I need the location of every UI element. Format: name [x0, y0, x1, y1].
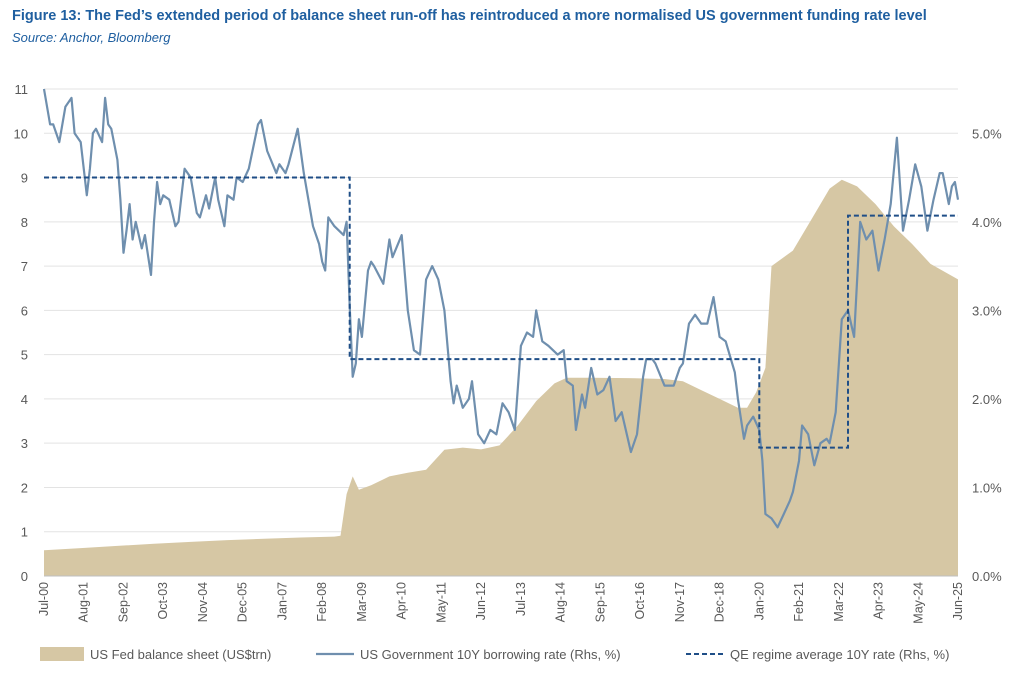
x-tick-label: Jan-07	[275, 582, 289, 620]
x-tick-label: Jul-00	[37, 582, 51, 616]
x-tick-label: Sep-02	[116, 582, 130, 622]
x-tick-label: Jun-12	[474, 582, 488, 620]
regime-line	[44, 176, 958, 449]
left-tick-label: 1	[21, 525, 28, 540]
rate-line-layer	[42, 88, 960, 529]
x-tick-label: Feb-08	[315, 582, 329, 622]
x-tick-label: Oct-03	[156, 582, 170, 620]
x-tick-label: Mar-09	[355, 582, 369, 622]
legend-swatch-balance-sheet	[40, 647, 84, 661]
rate-line	[42, 88, 960, 529]
legend-label-balance-sheet: US Fed balance sheet (US$trn)	[90, 647, 271, 662]
x-tick-label: Jun-25	[951, 582, 965, 620]
x-tick-label: Nov-04	[196, 582, 210, 622]
legend-label-regime: QE regime average 10Y rate (Rhs, %)	[730, 647, 949, 662]
x-tick-label: Jul-13	[514, 582, 528, 616]
left-tick-label: 0	[21, 569, 28, 584]
x-tick-label: Sep-15	[593, 582, 607, 622]
x-tick-label: Mar-22	[832, 582, 846, 622]
left-tick-label: 9	[21, 171, 28, 186]
balance-sheet-area-layer	[44, 179, 958, 577]
left-tick-label: 7	[21, 259, 28, 274]
x-tick-label: Oct-16	[633, 582, 647, 620]
left-tick-label: 3	[21, 436, 28, 451]
x-tick-label: Nov-17	[673, 582, 687, 622]
left-tick-label: 6	[21, 303, 28, 318]
left-tick-label: 4	[21, 392, 28, 407]
regime-line-layer	[44, 176, 958, 449]
x-tick-label: Dec-18	[713, 582, 727, 622]
x-tick-label: Aug-14	[554, 582, 568, 622]
right-tick-label: 5.0%	[972, 126, 1002, 141]
legend-label-rate: US Government 10Y borrowing rate (Rhs, %…	[360, 647, 621, 662]
right-tick-label: 0.0%	[972, 569, 1002, 584]
left-tick-label: 11	[15, 82, 29, 97]
left-axis-ticks: 0 1 2 3 4 5 6 7 8 9 10 11	[14, 82, 28, 584]
legend: US Fed balance sheet (US$trn) US Governme…	[40, 647, 949, 662]
x-tick-label: Jan-20	[752, 582, 766, 620]
x-tick-label: Apr-23	[872, 582, 886, 620]
left-tick-label: 8	[21, 215, 28, 230]
chart-title: Figure 13: The Fed’s extended period of …	[12, 8, 927, 24]
chart-source: Source: Anchor, Bloomberg	[12, 30, 171, 45]
right-tick-label: 2.0%	[972, 392, 1002, 407]
x-tick-label: Aug-01	[77, 582, 91, 622]
right-tick-label: 4.0%	[972, 215, 1002, 230]
left-tick-label: 5	[21, 348, 28, 363]
x-tick-label: Apr-10	[395, 582, 409, 620]
x-axis-ticks: Jul-00 Aug-01 Sep-02 Oct-03 Nov-04 Dec-05 Jan-…	[37, 575, 965, 624]
x-tick-label: May-11	[434, 582, 448, 623]
left-tick-label: 10	[14, 126, 28, 141]
balance-sheet-area	[44, 179, 958, 577]
x-tick-label: Dec-05	[236, 582, 250, 622]
right-axis-ticks: 0.0% 1.0% 2.0% 3.0% 4.0% 5.0%	[972, 126, 1002, 584]
x-tick-label: Feb-21	[792, 582, 806, 622]
right-tick-label: 1.0%	[972, 480, 1002, 495]
right-tick-label: 3.0%	[972, 303, 1002, 318]
left-tick-label: 2	[21, 480, 28, 495]
x-tick-label: May-24	[911, 582, 925, 624]
